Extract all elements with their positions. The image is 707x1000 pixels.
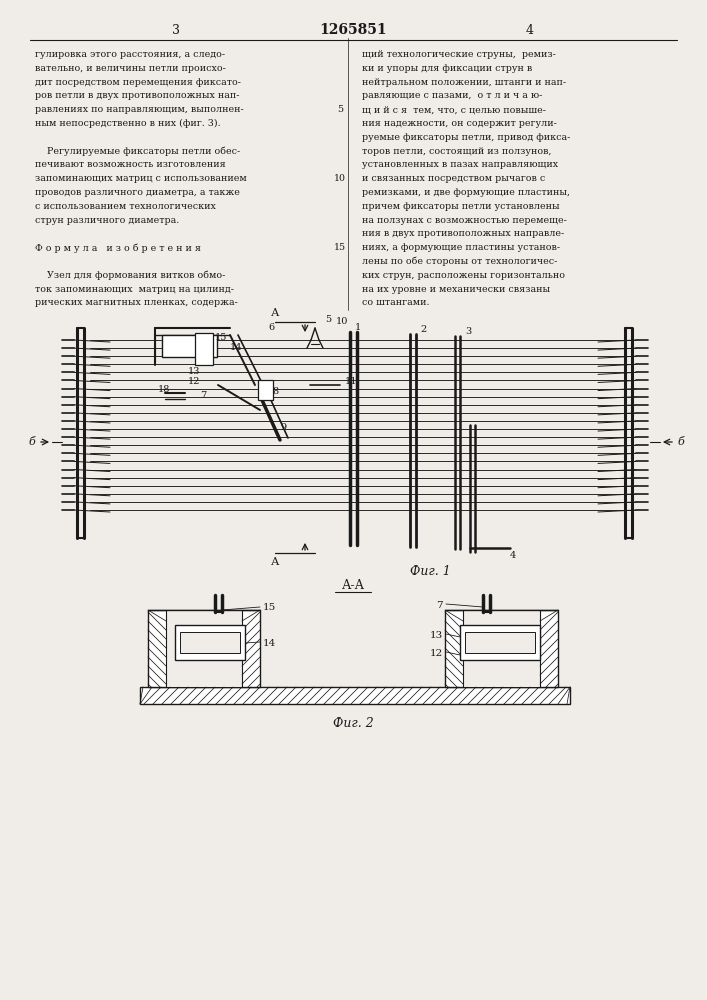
Text: 13: 13: [430, 631, 443, 640]
Bar: [465, 632, 535, 653]
Text: 2: 2: [420, 326, 426, 334]
Text: нейтральном положении, штанги и нап-: нейтральном положении, штанги и нап-: [362, 78, 566, 87]
Text: ным непосредственно в них (фиг. 3).: ным непосредственно в них (фиг. 3).: [35, 119, 221, 128]
Bar: [258, 380, 273, 400]
Bar: [445, 610, 558, 687]
Text: проводов различного диаметра, а также: проводов различного диаметра, а также: [35, 188, 240, 197]
Text: ров петли в двух противоположных нап-: ров петли в двух противоположных нап-: [35, 91, 240, 100]
Text: лены по обе стороны от технологичес-: лены по обе стороны от технологичес-: [362, 257, 557, 266]
Text: рических магнитных пленках, содержа-: рических магнитных пленках, содержа-: [35, 298, 238, 307]
Text: 5: 5: [325, 316, 331, 324]
Bar: [195, 333, 213, 365]
Text: 14: 14: [230, 344, 243, 353]
Text: Фиг. 1: Фиг. 1: [409, 565, 450, 578]
Text: ток запоминающих  матриц на цилинд-: ток запоминающих матриц на цилинд-: [35, 285, 234, 294]
Bar: [148, 610, 260, 687]
Text: щ и й с я  тем, что, с целью повыше-: щ и й с я тем, что, с целью повыше-: [362, 105, 546, 114]
Text: Фиг. 2: Фиг. 2: [332, 717, 373, 730]
Text: ки и упоры для фиксации струн в: ки и упоры для фиксации струн в: [362, 64, 532, 73]
Text: б: б: [677, 437, 684, 447]
Text: 4: 4: [510, 550, 516, 560]
Text: причем фиксаторы петли установлены: причем фиксаторы петли установлены: [362, 202, 560, 211]
Text: 7: 7: [436, 600, 443, 609]
Text: 5: 5: [337, 105, 343, 114]
Text: 15: 15: [334, 243, 346, 252]
Text: А-А: А-А: [341, 579, 365, 592]
Bar: [175, 625, 245, 660]
Text: торов петли, состоящий из ползунов,: торов петли, состоящий из ползунов,: [362, 147, 551, 156]
Text: 9: 9: [280, 424, 286, 432]
Text: Ф о р м у л а   и з о б р е т е н и я: Ф о р м у л а и з о б р е т е н и я: [35, 243, 201, 253]
Text: 15: 15: [215, 332, 228, 342]
Text: 3: 3: [172, 23, 180, 36]
Text: и связанных посредством рычагов с: и связанных посредством рычагов с: [362, 174, 545, 183]
Text: со штангами.: со штангами.: [362, 298, 429, 307]
Bar: [162, 335, 217, 357]
Text: А: А: [271, 308, 279, 318]
Bar: [166, 610, 242, 687]
Text: ремизками, и две формующие пластины,: ремизками, и две формующие пластины,: [362, 188, 570, 197]
Text: б: б: [28, 437, 35, 447]
Text: 10: 10: [334, 174, 346, 183]
Text: 12: 12: [430, 648, 443, 658]
Text: ния надежности, он содержит регули-: ния надежности, он содержит регули-: [362, 119, 557, 128]
Text: вательно, и величины петли происхо-: вательно, и величины петли происхо-: [35, 64, 226, 73]
Text: с использованием технологических: с использованием технологических: [35, 202, 216, 211]
Bar: [140, 687, 570, 704]
Text: гулировка этого расстояния, а следо-: гулировка этого расстояния, а следо-: [35, 50, 225, 59]
Text: 4: 4: [526, 23, 534, 36]
Text: установленных в пазах направляющих: установленных в пазах направляющих: [362, 160, 558, 169]
Text: 14: 14: [263, 639, 276, 648]
Text: 11: 11: [345, 377, 358, 386]
Text: ких струн, расположены горизонтально: ких струн, расположены горизонтально: [362, 271, 565, 280]
Text: 1: 1: [355, 324, 361, 332]
Text: на их уровне и механически связаны: на их уровне и механически связаны: [362, 285, 550, 294]
Text: равляющие с пазами,  о т л и ч а ю-: равляющие с пазами, о т л и ч а ю-: [362, 91, 542, 100]
Text: 13: 13: [188, 367, 201, 376]
Text: 6: 6: [268, 324, 274, 332]
Text: 18: 18: [158, 385, 170, 394]
Text: струн различного диаметра.: струн различного диаметра.: [35, 216, 180, 225]
Text: печивают возможность изготовления: печивают возможность изготовления: [35, 160, 226, 169]
Text: 10: 10: [336, 316, 349, 326]
Text: запоминающих матриц с использованием: запоминающих матриц с использованием: [35, 174, 247, 183]
Text: 7: 7: [200, 391, 206, 400]
Text: руемые фиксаторы петли, привод фикса-: руемые фиксаторы петли, привод фикса-: [362, 133, 571, 142]
Text: Регулируемые фиксаторы петли обес-: Регулируемые фиксаторы петли обес-: [35, 147, 240, 156]
Text: 1265851: 1265851: [319, 23, 387, 37]
Bar: [463, 610, 540, 687]
Text: 12: 12: [188, 377, 201, 386]
Text: Узел для формования витков обмо-: Узел для формования витков обмо-: [35, 271, 226, 280]
Text: равлениях по направляющим, выполнен-: равлениях по направляющим, выполнен-: [35, 105, 244, 114]
Text: щий технологические струны,  ремиз-: щий технологические струны, ремиз-: [362, 50, 556, 59]
Text: ниях, а формующие пластины установ-: ниях, а формующие пластины установ-: [362, 243, 560, 252]
Text: ния в двух противоположных направле-: ния в двух противоположных направле-: [362, 229, 564, 238]
Text: 15: 15: [263, 603, 276, 612]
Bar: [180, 632, 240, 653]
Text: на ползунах с возможностью перемеще-: на ползунах с возможностью перемеще-: [362, 216, 567, 225]
Text: 8: 8: [272, 387, 278, 396]
Text: дит посредством перемещения фиксато-: дит посредством перемещения фиксато-: [35, 78, 241, 87]
Text: А: А: [271, 557, 279, 567]
Bar: [460, 625, 540, 660]
Text: 3: 3: [465, 328, 472, 336]
